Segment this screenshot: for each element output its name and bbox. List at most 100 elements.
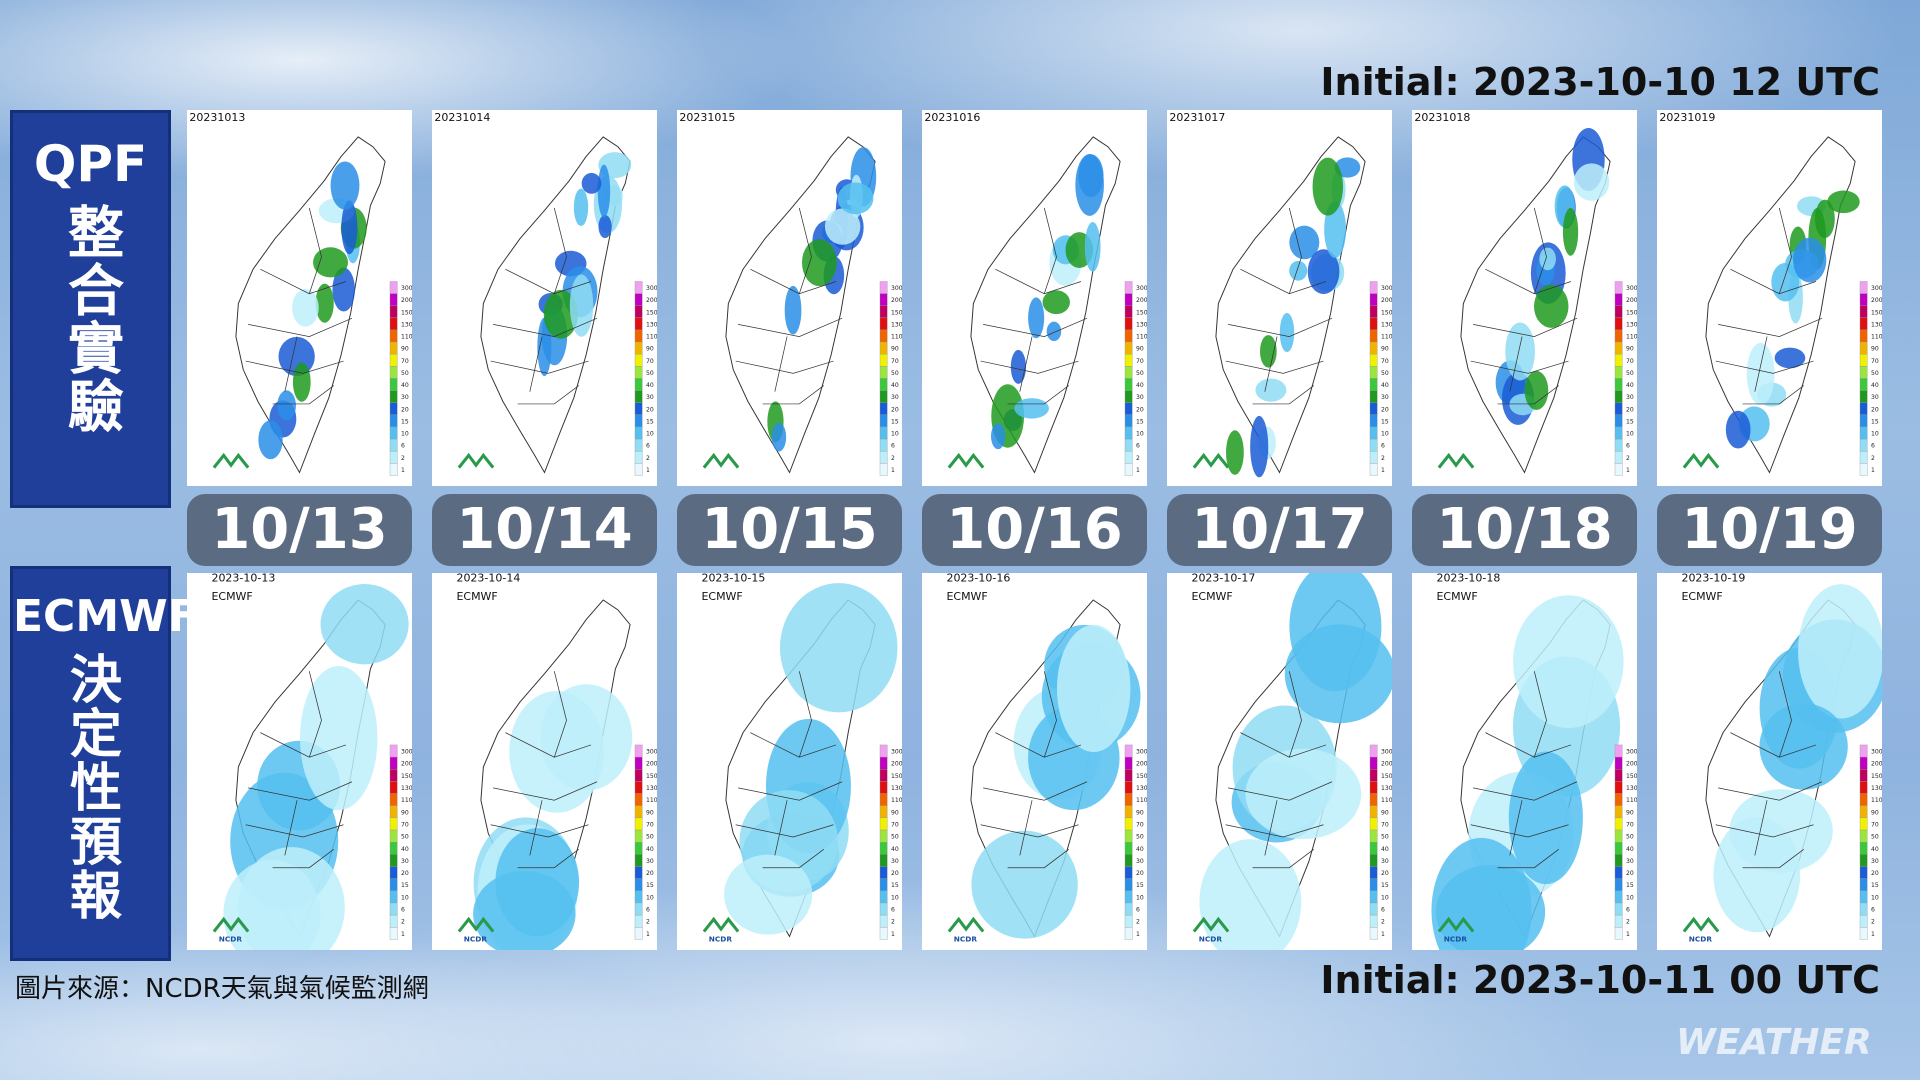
legend-swatch (1859, 878, 1868, 891)
legend-swatch (634, 927, 643, 940)
legend-swatch (1614, 463, 1623, 476)
map-panel: 300 200 150 130 110 90 70 50 40 30 20 15 10 6 2 1 2023-1… (187, 572, 413, 969)
rain-area (258, 420, 283, 460)
map-model: ECMWF (701, 590, 742, 603)
legend-label: 150 (646, 773, 657, 780)
legend-label: 20 (646, 870, 654, 877)
watermark: WEATHER (1676, 1022, 1872, 1063)
legend-label: 110 (646, 797, 657, 804)
legend-label: 200 (891, 297, 902, 304)
legend-swatch (1859, 438, 1868, 452)
rain-area (990, 423, 1006, 450)
legend-label: 90 (1136, 346, 1144, 353)
legend-label: 2 (1381, 455, 1385, 462)
rain-area (313, 247, 348, 278)
legend-label: 110 (401, 797, 412, 804)
legend-swatch (1124, 756, 1133, 770)
legend-swatch (1369, 451, 1378, 464)
rain-field (971, 624, 1141, 939)
legend-swatch (1124, 744, 1133, 758)
legend-label: 1 (1626, 467, 1630, 474)
legend-swatch (1124, 463, 1133, 476)
legend-swatch (1614, 805, 1623, 819)
rain-field (990, 153, 1104, 450)
legend-label: 70 (1136, 821, 1144, 828)
legend-label: 20 (891, 406, 899, 413)
legend-label: 20 (1871, 870, 1879, 877)
legend-label: 90 (646, 346, 654, 353)
legend-label: 90 (1626, 346, 1634, 353)
rain-area (1513, 595, 1624, 729)
rain-area (315, 283, 334, 323)
map: 300 200 150 130 110 90 70 50 40 30 20 15 10 6 2 1 202310… (189, 111, 413, 476)
legend-label: 1 (1381, 467, 1385, 474)
legend-swatch (879, 769, 888, 782)
legend-swatch (1124, 281, 1133, 294)
legend-swatch (1369, 463, 1378, 476)
row-label: ECMWF 決定性預報 (10, 566, 198, 961)
legend-label: 30 (1381, 394, 1389, 401)
legend-label: 20 (1381, 406, 1389, 413)
legend-label: 300 (1626, 749, 1637, 756)
legend-label: 10 (401, 894, 409, 901)
legend-label: 15 (891, 418, 899, 425)
map-panel: 300 200 150 130 110 90 70 50 40 30 20 15 10 6 2 1 202310… (1657, 110, 1883, 486)
legend-swatch (389, 378, 398, 391)
legend-swatch (1614, 793, 1623, 806)
legend-swatch (1859, 329, 1868, 343)
legend-swatch (1124, 426, 1133, 440)
legend-label: 20 (646, 406, 654, 413)
legend-label: 300 (646, 285, 657, 292)
day-pill: 10/19 (1657, 494, 1882, 566)
legend-label: 110 (1626, 334, 1637, 341)
legend-swatch (389, 781, 398, 794)
map-date: 2023-10-17 (1191, 573, 1255, 585)
legend-label: 50 (401, 370, 409, 377)
legend-swatch (1369, 927, 1378, 940)
legend-swatch (1124, 438, 1133, 452)
legend-label: 70 (891, 358, 899, 365)
rain-area (540, 684, 633, 791)
legend-label: 50 (1626, 834, 1634, 841)
legend-swatch (879, 902, 888, 916)
legend-label: 2 (891, 455, 895, 462)
legend-swatch (634, 878, 643, 891)
legend-swatch (634, 890, 643, 904)
legend-label: 6 (401, 443, 405, 450)
legend-label: 20 (891, 870, 899, 877)
legend-swatch (634, 366, 643, 379)
rain-area (1289, 260, 1308, 281)
legend-swatch (389, 805, 398, 819)
legend-swatch (879, 414, 888, 428)
map-date: 20231013 (189, 111, 245, 124)
rain-field (767, 147, 877, 452)
legend-label: 20 (1136, 870, 1144, 877)
legend-swatch (1369, 281, 1378, 294)
legend-swatch (1369, 341, 1378, 355)
legend-label: 150 (401, 309, 412, 316)
legend-label: 30 (1626, 858, 1634, 865)
legend-swatch (389, 390, 398, 403)
legend-label: 20 (1136, 406, 1144, 413)
legend-swatch (1859, 305, 1868, 319)
legend-swatch (1124, 354, 1133, 367)
legend-swatch (634, 866, 643, 879)
legend-swatch (634, 463, 643, 476)
legend-swatch (1124, 390, 1133, 403)
legend-label: 110 (646, 334, 657, 341)
legend-swatch (879, 378, 888, 391)
rain-area (277, 390, 296, 421)
legend-label: 150 (1626, 309, 1637, 316)
source: 圖片來源：NCDR天氣與氣候監測網 (15, 974, 429, 1004)
legend-swatch (1614, 927, 1623, 940)
legend-swatch (1859, 414, 1868, 428)
map-date: 2023-10-13 (211, 573, 275, 585)
legend-swatch (389, 354, 398, 367)
rain-area (1284, 624, 1395, 724)
legend-label: 150 (646, 309, 657, 316)
legend-swatch (1124, 805, 1133, 819)
legend-swatch (1124, 329, 1133, 343)
legend-swatch (1369, 781, 1378, 794)
legend-label: 1 (646, 931, 650, 938)
logo-text: NCDR (1444, 934, 1468, 943)
